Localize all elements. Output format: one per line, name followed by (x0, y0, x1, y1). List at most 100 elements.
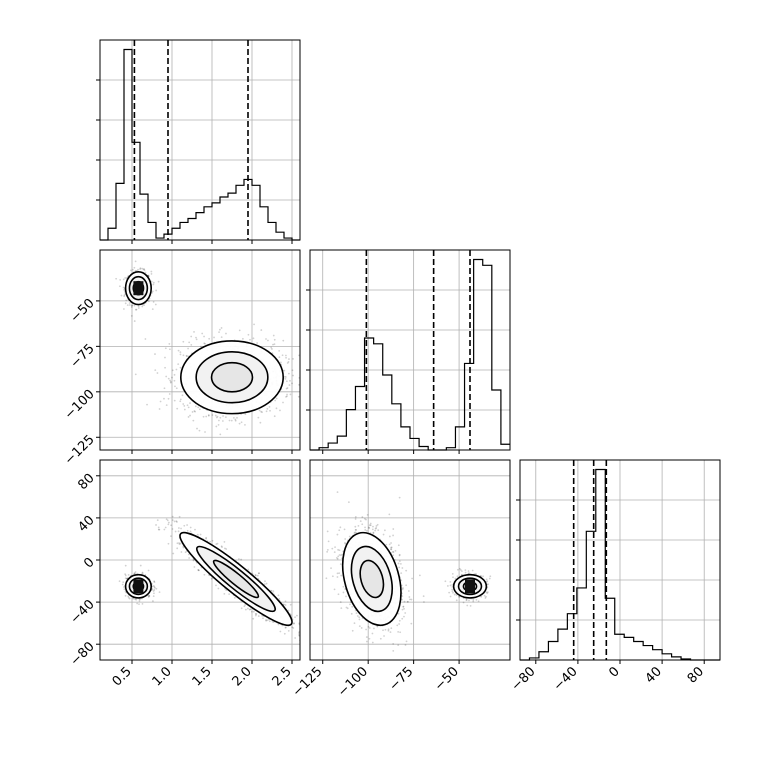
scatter-point (291, 369, 294, 372)
scatter-point (198, 429, 201, 432)
scatter-point (484, 597, 487, 599)
scatter-point (334, 546, 336, 549)
scatter-point (152, 595, 155, 598)
scatter-point (240, 421, 243, 424)
scatter-point (163, 397, 165, 400)
scatter-point (197, 406, 200, 409)
scatter-point (224, 416, 227, 418)
scatter-point (182, 546, 185, 549)
scatter-point (448, 591, 451, 594)
scatter-content (115, 260, 306, 436)
scatter-point (254, 614, 257, 617)
scatter-point (215, 416, 218, 419)
scatter-point (468, 572, 471, 575)
scatter-point (168, 343, 171, 345)
scatter-point (489, 575, 492, 578)
scatter-point (118, 285, 121, 288)
scatter-point (287, 629, 290, 632)
scatter-point (197, 569, 200, 571)
scatter-point (270, 346, 273, 349)
scatter-point (209, 540, 212, 543)
scatter-point (472, 598, 475, 601)
scatter-point (371, 528, 374, 531)
scatter-point (226, 428, 229, 431)
scatter-point (169, 348, 171, 351)
scatter-point (397, 644, 400, 647)
scatter-point (139, 268, 142, 270)
scatter-point (238, 329, 241, 332)
scatter-point (180, 551, 183, 553)
scatter-point (134, 571, 137, 573)
scatter-point (217, 587, 220, 590)
scatter-point (285, 380, 288, 383)
scatter-point (143, 269, 146, 272)
scatter-point (397, 544, 400, 547)
scatter-point (279, 361, 282, 364)
scatter-point (384, 628, 387, 631)
density-peak-cell (133, 281, 144, 296)
scatter-point (198, 408, 201, 411)
scatter-point (123, 288, 125, 291)
scatter-point (173, 373, 176, 376)
scatter-point (333, 551, 336, 554)
scatter-point (394, 549, 397, 552)
scatter-point (195, 336, 197, 339)
scatter-point (388, 513, 391, 516)
scatter-point (270, 590, 273, 592)
scatter-point (141, 571, 144, 574)
scatter-point (261, 411, 263, 414)
scatter-point (234, 418, 237, 421)
scatter-point (197, 569, 200, 572)
scatter-content (118, 515, 305, 644)
scatter-point (124, 564, 127, 567)
scatter-point (289, 393, 292, 396)
scatter-point (291, 382, 293, 385)
scatter-point (302, 382, 304, 384)
panel-frame (309, 249, 511, 451)
scatter-panel-1 (96, 459, 305, 664)
scatter-point (139, 267, 142, 270)
scatter-point (288, 384, 291, 386)
scatter-point (184, 551, 187, 554)
scatter-point (191, 411, 194, 413)
scatter-point (238, 422, 241, 425)
scatter-point (153, 592, 155, 595)
scatter-point (293, 622, 295, 625)
scatter-point (296, 614, 298, 617)
scatter-point (196, 533, 199, 536)
scatter-point (174, 530, 177, 533)
scatter-point (277, 594, 280, 597)
scatter-point (130, 315, 133, 317)
scatter-point (123, 295, 126, 298)
scatter-point (122, 308, 125, 310)
scatter-point (238, 558, 240, 560)
scatter-point (302, 642, 304, 644)
scatter-point (243, 605, 246, 608)
scatter-point (147, 596, 150, 598)
scatter-point (153, 588, 156, 591)
scatter-point (303, 636, 305, 638)
scatter-point (115, 277, 118, 280)
scatter-point (458, 596, 461, 598)
scatter-point (455, 599, 458, 602)
scatter-point (354, 531, 357, 534)
scatter-point (304, 416, 306, 418)
scatter-point (272, 590, 275, 593)
scatter-point (129, 269, 132, 272)
scatter-point (193, 566, 196, 568)
scatter-point (154, 353, 156, 355)
scatter-point (158, 591, 161, 594)
scatter-point (141, 572, 144, 575)
scatter-point (263, 583, 266, 586)
scatter-point (176, 547, 179, 550)
scatter-point (130, 306, 133, 308)
scatter-point (365, 529, 368, 532)
scatter-point (449, 584, 452, 587)
scatter-point (147, 274, 150, 277)
scatter-point (189, 402, 191, 404)
scatter-point (287, 609, 290, 612)
scatter-point (286, 387, 289, 389)
scatter-point (240, 607, 243, 610)
scatter-point (180, 527, 182, 530)
scatter-point (135, 308, 138, 311)
